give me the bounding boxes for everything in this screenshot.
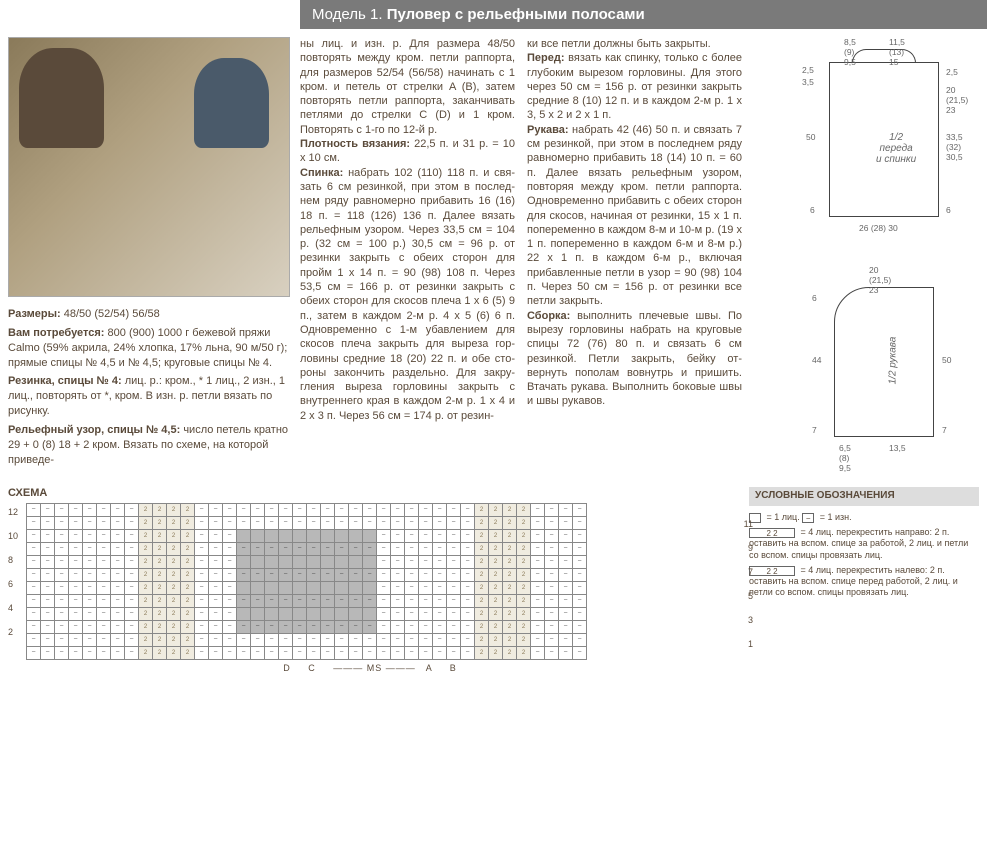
legend-item: 2 2 = 4 лиц. перекрестить направо: 2 п. …	[749, 527, 979, 561]
sdim-midR: 50	[942, 355, 951, 365]
dim-right2: 20 (21,5) 23	[946, 85, 968, 115]
sdim-botL: 7	[812, 425, 817, 435]
left-info: Размеры: 48/50 (52/54) 56/58 Вам потребу…	[8, 307, 290, 467]
rownum-right: 5	[748, 591, 753, 601]
legend-item: 2 2 = 4 лиц. перекрестить налево: 2 п. о…	[749, 565, 979, 599]
sdim-top: 20 (21,5) 23	[869, 265, 891, 295]
dim-width: 26 (28) 30	[859, 223, 898, 233]
rib-label: Резинка, спицы № 4:	[8, 375, 122, 387]
model-number: Модель 1.	[312, 6, 383, 23]
sleeve-diagram: 1/2 рукава 20 (21,5) 23 6 44 50 7 7 6,5 …	[794, 265, 979, 465]
sleeve-value: набрать 42 (46) 50 п. и свя­зать 7 см ре…	[527, 124, 742, 308]
rownum-right: 1	[748, 639, 753, 649]
sdim-w2: 13,5	[889, 443, 906, 453]
back-value: набрать 102 (110) 118 п. и свя­зать 6 см…	[300, 167, 515, 422]
assembly-value: выполнить плечевые швы. По вырезу горлов…	[527, 310, 742, 408]
back-label: Спинка:	[300, 167, 343, 179]
rownum-right: 7	[748, 567, 753, 577]
rownum-left: 12	[8, 507, 18, 517]
marker-D: D	[283, 663, 298, 673]
rownum-left: 6	[8, 579, 13, 589]
relief-label: Рельефный узор, спицы № 4,5:	[8, 424, 180, 436]
front-label: Перед:	[527, 52, 565, 64]
left-column: Размеры: 48/50 (52/54) 56/58 Вам потребу…	[8, 37, 290, 471]
dim-leftA: 2,5	[802, 65, 814, 75]
sdim-w1: 6,5 (8) 9,5	[839, 443, 851, 473]
need-label: Вам потребуется:	[8, 327, 104, 339]
dim-right1: 2,5	[946, 67, 958, 77]
marker-C: C	[308, 663, 323, 673]
dim-top1: 8,5 (9) 9,5	[844, 37, 856, 67]
sizes-label: Размеры:	[8, 308, 61, 320]
rownum-left: 8	[8, 555, 13, 565]
legend: УСЛОВНЫЕ ОБОЗНАЧЕНИЯ = 1 лиц. − = 1 изн.…	[749, 487, 979, 673]
diagrams-column: 1/2 переда и спинки 8,5 (9) 9,5 11,5 (13…	[794, 37, 979, 471]
rownum-right: 3	[748, 615, 753, 625]
schema-wrap: 2222222222222222222222222222222222222222…	[8, 503, 739, 660]
dim-midR: 33,5 (32) 30,5	[946, 132, 963, 162]
legend-title: УСЛОВНЫЕ ОБОЗНАЧЕНИЯ	[749, 487, 979, 506]
sleeve-label: Рукава:	[527, 124, 568, 136]
sleeve-center-label: 1/2 рукава	[887, 337, 898, 385]
dim-leftB: 3,5	[802, 77, 814, 87]
dim-bot: 6	[810, 205, 815, 215]
legend-items: = 1 лиц. − = 1 изн. 2 2 = 4 лиц. перекрес…	[749, 512, 979, 599]
rownum-right: 11	[744, 519, 753, 529]
sizes-value: 48/50 (52/54) 56/58	[64, 308, 160, 320]
assembly-label: Сборка:	[527, 310, 570, 322]
schema-grid: 2222222222222222222222222222222222222222…	[26, 503, 587, 660]
ms-markers: D C ——— MS ——— A B	[8, 663, 739, 673]
sdim-botR: 7	[942, 425, 947, 435]
rownum-left: 4	[8, 603, 13, 613]
dim-midL: 50	[806, 132, 815, 142]
schema-section: СХЕМА 2222222222222222222222222222222222…	[0, 479, 987, 681]
schema-title: СХЕМА	[8, 487, 739, 499]
body-center-label: 1/2 переда и спинки	[876, 132, 916, 165]
text-column-2: ки все петли должны быть закрыты. Перед:…	[527, 37, 742, 471]
legend-item: = 1 лиц. − = 1 изн.	[749, 512, 979, 523]
col1-p1: ны лиц. и изн. р. Для размера 48/50 повт…	[300, 37, 515, 137]
ms-label: MS	[367, 663, 383, 673]
model-photo	[8, 37, 290, 297]
marker-A: A	[426, 663, 440, 673]
schema-chart-area: СХЕМА 2222222222222222222222222222222222…	[8, 487, 739, 673]
rownum-left: 2	[8, 627, 13, 637]
sdim-topL: 6	[812, 293, 817, 303]
dim-botR: 6	[946, 205, 951, 215]
text-columns: ны лиц. и изн. р. Для размера 48/50 повт…	[300, 37, 784, 471]
rownum-right: 9	[748, 543, 753, 553]
sdim-midL: 44	[812, 355, 821, 365]
body-diagram: 1/2 переда и спинки 8,5 (9) 9,5 11,5 (13…	[794, 37, 979, 247]
dim-top2: 11,5 (13) 15	[889, 37, 905, 67]
marker-B: B	[450, 663, 464, 673]
main-content: Размеры: 48/50 (52/54) 56/58 Вам потребу…	[0, 29, 987, 479]
density-label: Плотность вязания:	[300, 138, 410, 150]
rownum-left: 10	[8, 531, 18, 541]
text-column-1: ны лиц. и изн. р. Для размера 48/50 повт…	[300, 37, 515, 471]
page-title: Пуловер с рельефными полосами	[387, 6, 645, 23]
page-header: Модель 1. Пуловер с рельефными полосами	[300, 0, 987, 29]
col2-p1: ки все петли должны быть закрыты.	[527, 37, 742, 51]
